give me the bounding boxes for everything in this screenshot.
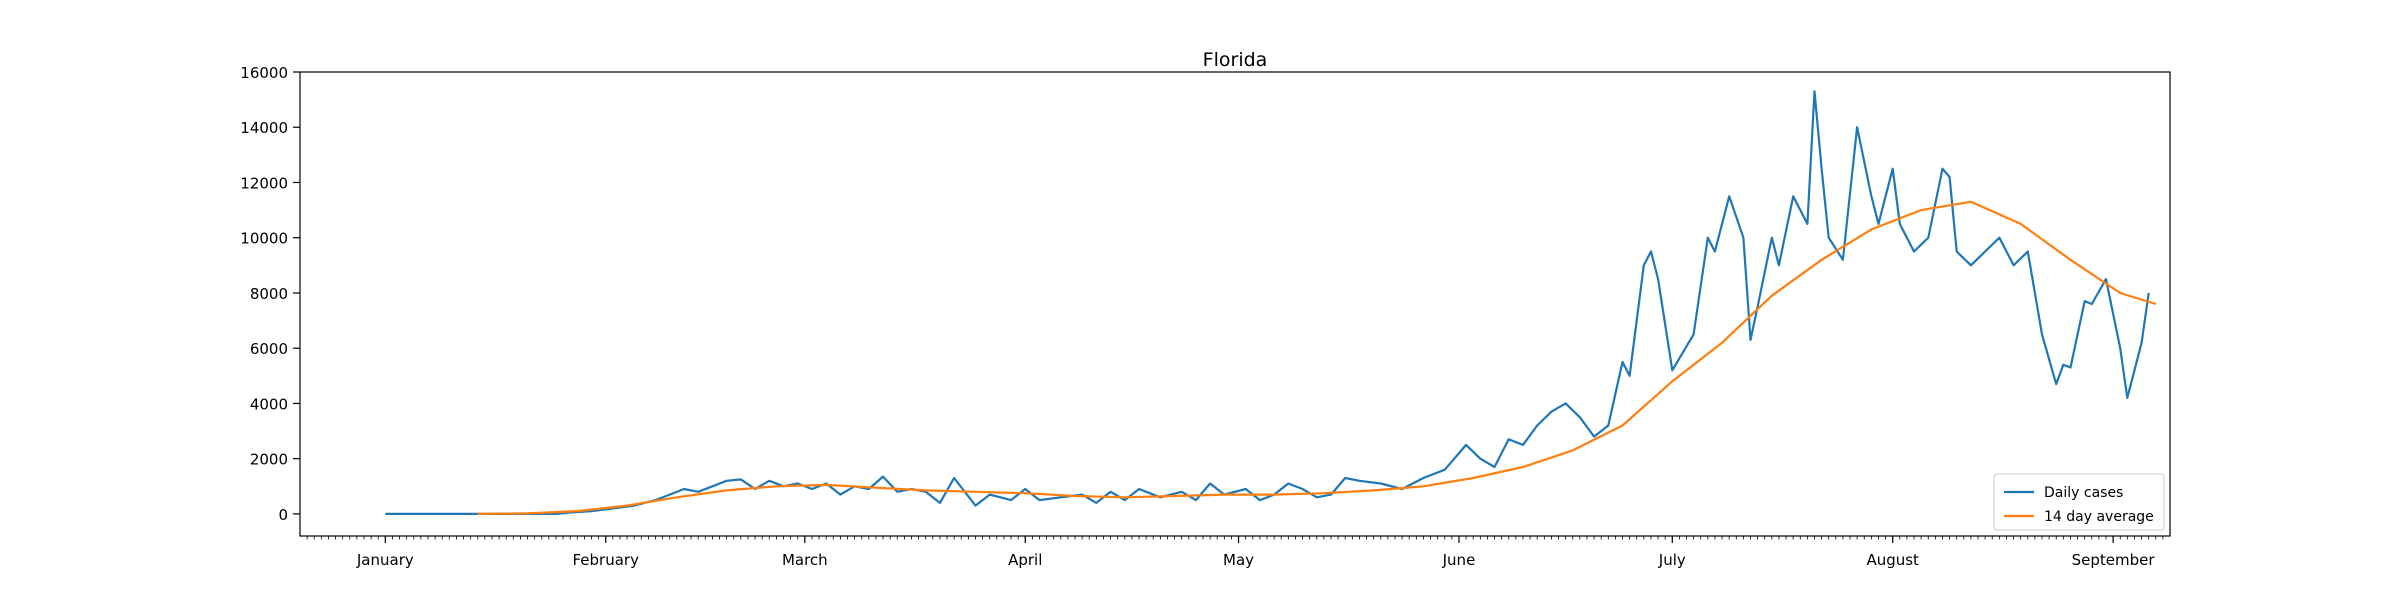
x-tick-label: January: [356, 551, 414, 569]
legend-box: [1993, 473, 2165, 531]
y-tick-label: 10000: [240, 230, 288, 248]
x-tick-label: April: [1008, 551, 1042, 569]
x-tick-label: February: [573, 551, 640, 569]
x-tick-label: August: [1866, 551, 1919, 569]
y-tick-label: 6000: [250, 340, 288, 358]
x-tick-label: March: [782, 551, 828, 569]
x-tick-label: May: [1223, 551, 1254, 569]
plot-frame: [299, 71, 2171, 537]
series-line-14-day-average: [477, 200, 2157, 515]
x-tick-label: July: [1658, 551, 1686, 569]
y-tick-label: 2000: [250, 451, 288, 469]
legend-label: 14 day average: [2044, 509, 2154, 525]
legend: Daily cases 14 day average: [1993, 473, 2165, 531]
plot-series: [385, 90, 2157, 515]
y-tick-label: 14000: [240, 119, 288, 137]
y-axis: 0 2000 4000 6000 8000 10000 12000 14000 16000: [240, 64, 300, 524]
x-tick-label: September: [2072, 551, 2156, 569]
y-tick-label: 16000: [240, 64, 288, 82]
y-tick-label: 8000: [250, 285, 288, 303]
y-tick-label: 12000: [240, 174, 288, 192]
chart-title: Florida: [1203, 49, 1268, 71]
x-tick-label: June: [1442, 551, 1476, 569]
y-tick-label: 4000: [250, 395, 288, 413]
x-axis: January February March April May June July Augu…: [356, 536, 2156, 569]
y-tick-label: 0: [278, 506, 288, 524]
legend-label: Daily cases: [2044, 485, 2123, 501]
